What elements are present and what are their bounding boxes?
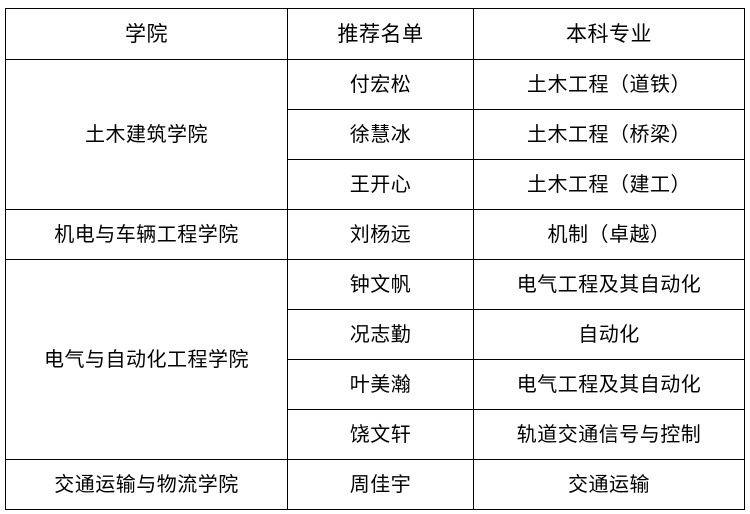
cell-major: 机制（卓越） <box>473 209 745 260</box>
cell-college: 机电与车辆工程学院 <box>5 209 288 260</box>
cell-name: 徐慧冰 <box>287 109 474 160</box>
cell-college: 土木建筑学院 <box>5 59 288 210</box>
cell-name: 付宏松 <box>287 59 474 110</box>
cell-name: 饶文轩 <box>287 409 474 460</box>
cell-major: 交通运输 <box>473 459 745 510</box>
cell-name: 钟文帆 <box>287 259 474 310</box>
table-row: 饶文轩 轨道交通信号与控制 <box>6 409 745 460</box>
column-header-name: 推荐名单 <box>287 8 474 60</box>
cell-name: 况志勤 <box>287 309 474 360</box>
table-header: 学院 推荐名单 本科专业 <box>5 8 745 60</box>
column-header-major: 本科专业 <box>473 8 745 60</box>
cell-college: 电气与自动化工程学院 <box>5 259 288 460</box>
cell-major: 土木工程（建工） <box>473 159 745 210</box>
cell-major: 轨道交通信号与控制 <box>473 409 745 460</box>
table-row: 徐慧冰 土木工程（桥梁） <box>6 109 745 160</box>
cell-major: 土木工程（道铁） <box>473 59 745 110</box>
recommendation-table: 学院 推荐名单 本科专业 土木建筑学院 付宏松 土木工程（道铁） 徐慧冰 土木工程（桥梁… <box>5 8 745 510</box>
cell-name: 王开心 <box>287 159 474 210</box>
cell-major: 电气工程及其自动化 <box>473 359 745 410</box>
table-row: 况志勤 自动化 <box>6 309 745 360</box>
header-row: 学院 推荐名单 本科专业 <box>5 8 745 60</box>
column-header-college: 学院 <box>5 8 288 60</box>
table-row: 交通运输与物流学院 周佳宇 交通运输 <box>5 459 745 510</box>
cell-name: 叶美瀚 <box>287 359 474 410</box>
cell-name: 刘杨远 <box>287 209 474 260</box>
cell-major: 自动化 <box>473 309 745 360</box>
cell-name: 周佳宇 <box>287 459 474 510</box>
table-row: 电气与自动化工程学院 钟文帆 电气工程及其自动化 <box>5 259 745 460</box>
table-row: 土木建筑学院 付宏松 土木工程（道铁） <box>5 59 745 210</box>
cell-major: 土木工程（桥梁） <box>473 109 745 160</box>
recommend-table-container: 学院 推荐名单 本科专业 土木建筑学院 付宏松 土木工程（道铁） 徐慧冰 土木工程（桥梁… <box>5 8 745 510</box>
cell-major: 电气工程及其自动化 <box>473 259 745 310</box>
table-row: 机电与车辆工程学院 刘杨远 机制（卓越） <box>5 209 745 260</box>
cell-college: 交通运输与物流学院 <box>5 459 288 510</box>
table-body: 土木建筑学院 付宏松 土木工程（道铁） 徐慧冰 土木工程（桥梁） 王开心 土木工程（建工）机… <box>5 59 745 510</box>
